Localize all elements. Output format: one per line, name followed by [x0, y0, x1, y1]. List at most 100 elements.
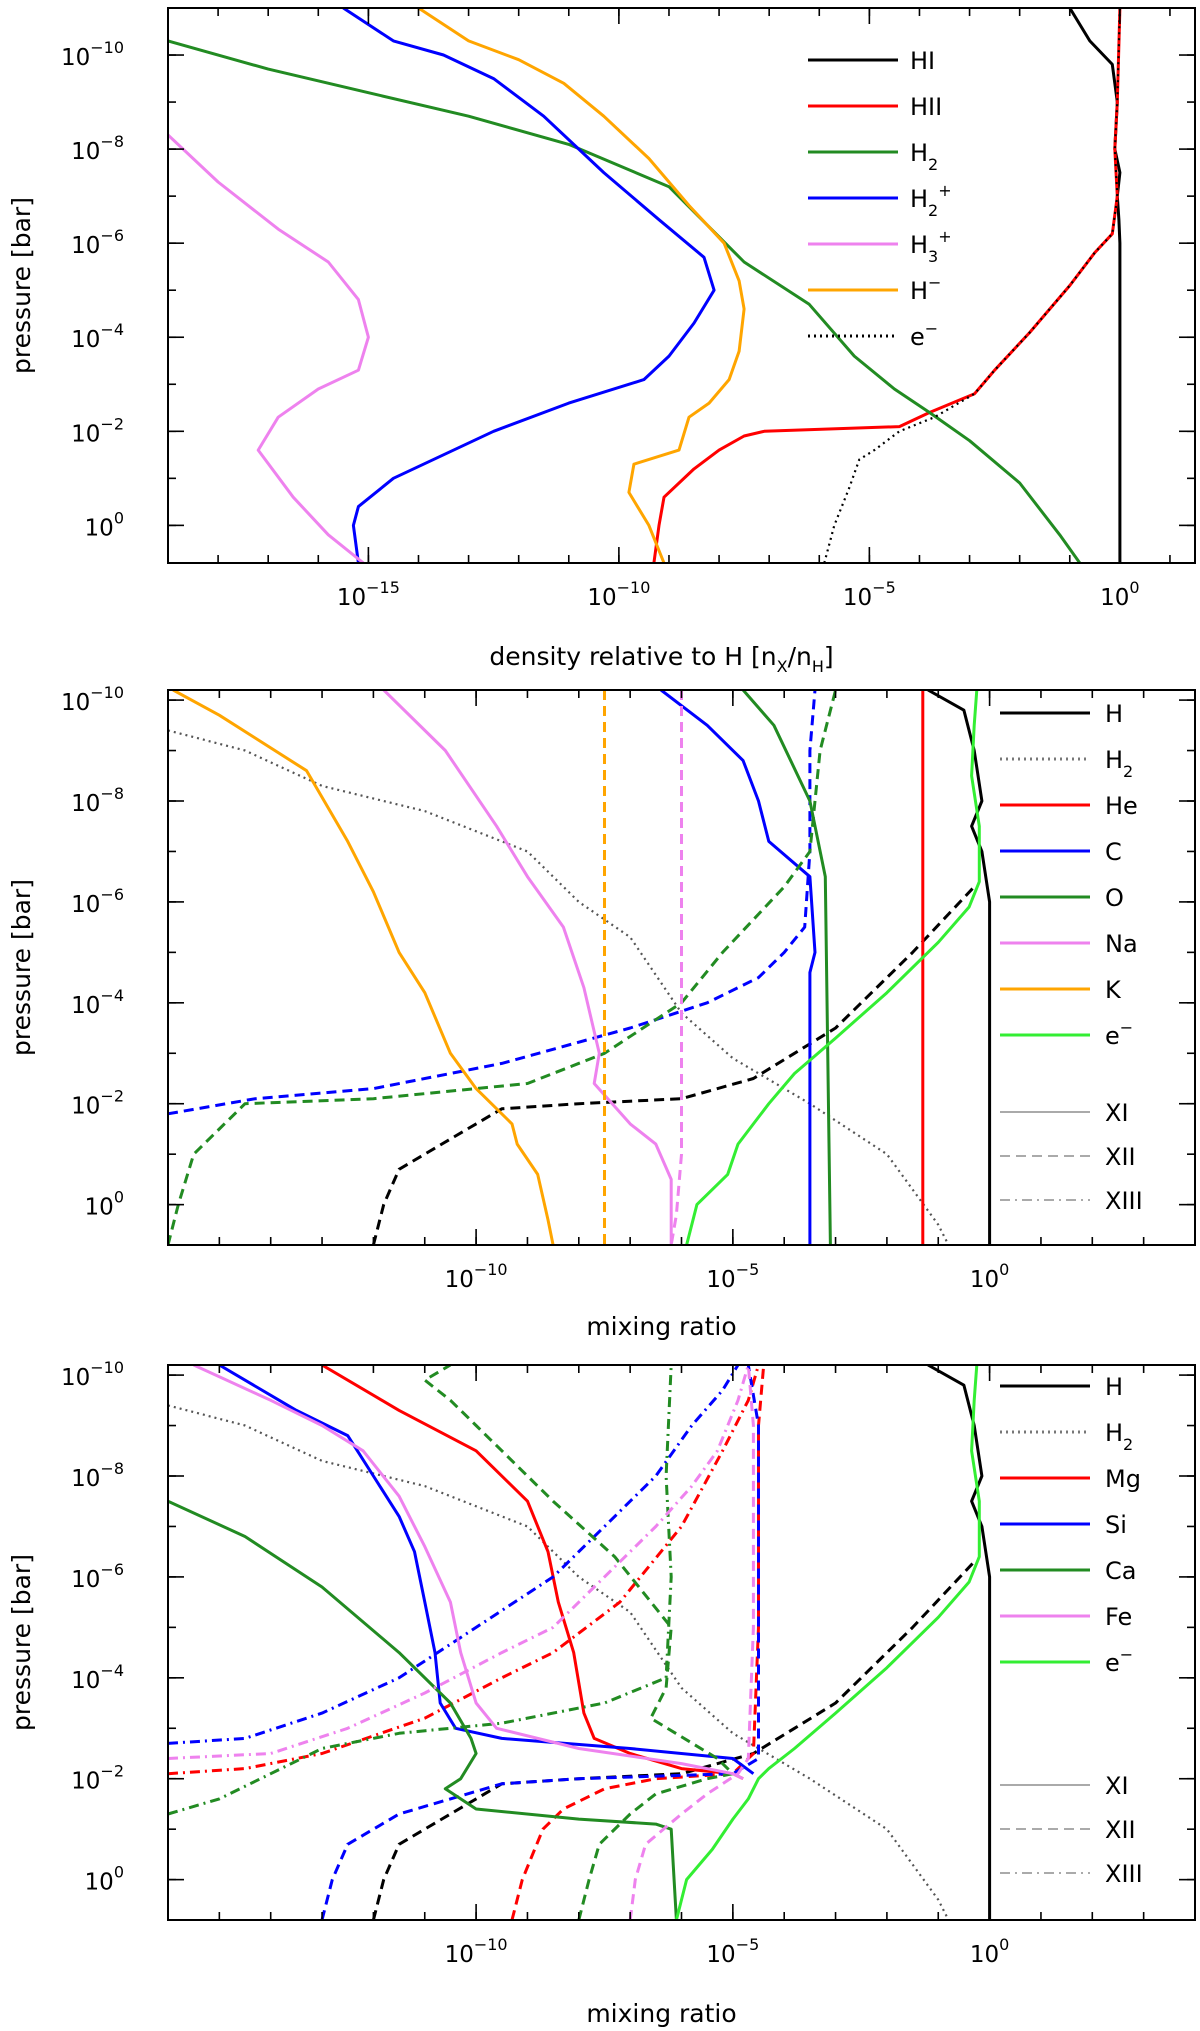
ion-legend-label: XII [1105, 1143, 1136, 1171]
y-tick-label: 10−4 [71, 1661, 124, 1694]
legend-label: Ca [1105, 1557, 1136, 1585]
y-axis-label: pressure [bar] [7, 879, 36, 1056]
legend-label: Na [1105, 930, 1138, 958]
x-tick-label: 100 [1100, 578, 1139, 611]
series-line-e- [823, 8, 1121, 563]
series-group [168, 1365, 992, 1920]
legend-label: H [1105, 700, 1123, 728]
y-tick-label: 100 [85, 1863, 124, 1896]
series-line-e- [685, 690, 981, 1245]
series-line-hii [652, 8, 1122, 563]
legend-label: H2 [1105, 1419, 1133, 1454]
ion-legend-label: XI [1105, 1772, 1129, 1800]
y-tick-label: 10−6 [71, 885, 124, 918]
series-line-si-i [218, 1365, 755, 1775]
series-line-mg-iii [168, 1365, 760, 1776]
legend: H H2 Mg Si Ca Fe e− [1000, 1373, 1141, 1677]
legend-label: H3+ [910, 227, 952, 266]
legend-label: H [1105, 1373, 1123, 1401]
x-tick-label: 10−10 [445, 1935, 508, 1968]
series-line-h3+ [168, 133, 370, 563]
legend-label: He [1105, 792, 1138, 820]
chart-panel-1: 10−15 10−10 10−5 100 10−10 10−8 10−6 10−4 10−2 10… [7, 7, 1196, 676]
y-tick-label: 10−6 [71, 226, 124, 259]
series-line-si-ii [320, 1365, 760, 1920]
series-line-c-i [660, 690, 817, 1245]
chart-panel-2: 10−10 10−5 100 10−10 10−8 10−6 10−4 10−2 100 mixi… [7, 683, 1196, 1341]
plot-frame [167, 1364, 1196, 1921]
y-tick-label: 10−10 [61, 1358, 124, 1391]
series-line-h- [417, 8, 746, 563]
y-axis-label: pressure [bar] [7, 1554, 36, 1731]
series-group [168, 690, 992, 1245]
series-line-o-i [741, 690, 832, 1245]
x-tick-label: 10−10 [445, 1260, 508, 1293]
y-tick-label: 10−4 [71, 986, 124, 1019]
chart-panel-3: 10−10 10−5 100 10−10 10−8 10−6 10−4 10−2 100 mixi… [7, 1358, 1196, 2028]
legend-label: e− [1105, 1018, 1133, 1050]
legend-label: H2 [1105, 746, 1133, 781]
y-axis-label: pressure [bar] [7, 197, 36, 374]
series-line-h-ii [371, 885, 976, 1245]
y-tick-label: 10−2 [71, 414, 124, 447]
y-tick-label: 10−6 [71, 1560, 124, 1593]
series-line-h2 [168, 1404, 950, 1920]
ion-legend-label: XIII [1105, 1860, 1143, 1888]
series-line-ca-ii [423, 1365, 735, 1920]
ion-legend-label: XIII [1105, 1187, 1143, 1215]
series-line-hi [1068, 8, 1122, 563]
legend-label: Si [1105, 1511, 1127, 1539]
legend-label: Fe [1105, 1603, 1132, 1631]
y-tick-label: 10−4 [71, 320, 124, 353]
series-group [168, 8, 1122, 563]
x-tick-label: 100 [970, 1260, 1009, 1293]
x-axis-label: density relative to H [nX/nH] [489, 642, 833, 676]
series-line-na-ii [669, 690, 683, 1245]
legend-label: HI [910, 47, 935, 75]
series-line-e- [674, 1365, 981, 1920]
series-line-mg-i [321, 1365, 744, 1781]
y-tick-label: 10−8 [71, 132, 124, 165]
y-tick-label: 10−2 [71, 1762, 124, 1795]
y-tick-label: 10−10 [61, 683, 124, 716]
x-axis-label: mixing ratio [586, 1312, 736, 1341]
series-line-fe-iii [168, 1365, 750, 1760]
legend-label: O [1105, 884, 1124, 912]
legend-label: C [1105, 838, 1122, 866]
series-line-si-iii [168, 1365, 740, 1745]
legend-label: e− [910, 319, 938, 351]
legend-label: e− [1105, 1645, 1133, 1677]
x-tick-label: 10−5 [706, 1260, 759, 1293]
x-tick-label: 100 [970, 1935, 1009, 1968]
series-line-mg-ii [510, 1365, 766, 1920]
y-tick-label: 10−8 [71, 1459, 124, 1492]
legend: HI HII H2 H2+ H3+ H− e− [808, 47, 952, 351]
series-line-fe-ii [628, 1365, 755, 1920]
series-line-h2 [168, 39, 1082, 563]
x-tick-label: 10−5 [706, 1935, 759, 1968]
legend-label: H2 [910, 139, 938, 174]
x-tick-label: 10−10 [587, 578, 650, 611]
y-tick-label: 10−10 [61, 38, 124, 71]
legend-label: K [1105, 976, 1122, 1004]
series-line-k-i [172, 690, 555, 1245]
x-axis-label: mixing ratio [586, 1999, 736, 2028]
legend-label: H− [910, 273, 941, 305]
y-tick-label: 10−8 [71, 784, 124, 817]
legend: H H2 He CO Na Ke− [1000, 700, 1138, 1050]
ion-legend: XI XII XIII [1000, 1772, 1143, 1888]
series-line-h-i [927, 1365, 992, 1920]
y-tick-label: 100 [85, 1188, 124, 1221]
series-line-c-ii [168, 690, 817, 1116]
legend-label: H2+ [910, 181, 952, 220]
ion-legend: XI XII XIII [1000, 1099, 1143, 1215]
series-line-fe-i [193, 1365, 744, 1781]
x-tick-label: 10−5 [843, 578, 896, 611]
plot-frame [167, 7, 1196, 564]
series-line-ca-iii [168, 1365, 673, 1816]
legend-label: Mg [1105, 1465, 1141, 1493]
series-line-ca-i [168, 1499, 678, 1920]
legend-label: HII [910, 93, 942, 121]
y-tick-label: 100 [85, 508, 124, 541]
